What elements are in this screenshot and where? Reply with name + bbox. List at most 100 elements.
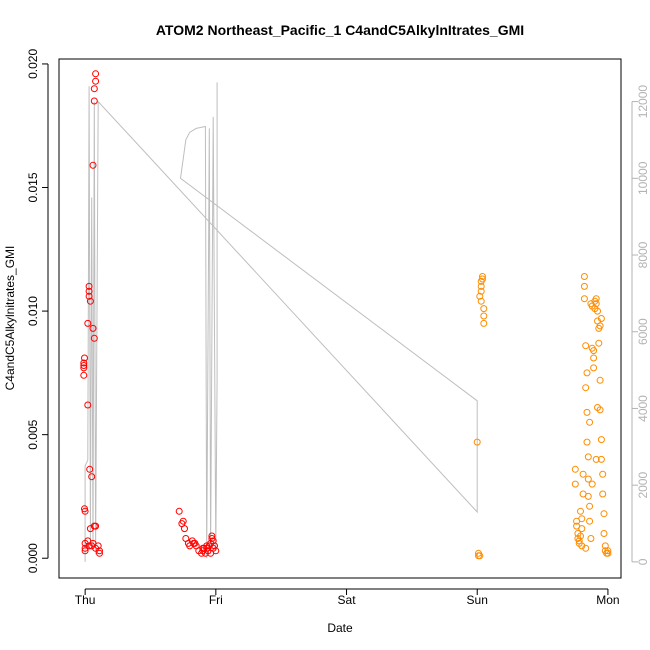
y-tick-label: 0.010 <box>26 296 40 326</box>
orange-point <box>597 315 605 322</box>
orange-point <box>580 282 588 290</box>
orange-point <box>592 455 600 463</box>
x-tick-label: Mon <box>596 593 619 607</box>
red-point <box>175 507 183 515</box>
altitude-line <box>84 82 478 562</box>
red-point <box>81 547 89 555</box>
red-point <box>90 85 98 93</box>
orange-point <box>599 470 607 478</box>
orange-point <box>595 339 603 347</box>
orange-point <box>594 307 601 315</box>
red-point <box>209 537 217 545</box>
orange-point <box>604 547 612 555</box>
orange-point <box>578 525 586 533</box>
orange-point <box>596 376 604 384</box>
orange-point <box>586 418 594 426</box>
x-axis: Thu Fri Sat Sun Mon <box>75 588 620 607</box>
orange-point <box>600 530 608 537</box>
orange-point <box>580 273 588 280</box>
orange-point <box>594 404 601 411</box>
orange-point <box>473 438 481 446</box>
orange-point <box>596 322 604 330</box>
y2-tick-label: 12000 <box>636 85 650 119</box>
red-point <box>96 549 103 557</box>
orange-point <box>579 470 587 478</box>
red-point <box>90 334 98 342</box>
orange-point <box>583 408 591 416</box>
red-point <box>80 364 88 372</box>
red-point <box>84 401 92 409</box>
orange-point <box>578 515 586 523</box>
x-tick-label: Fri <box>209 593 223 607</box>
red-point <box>207 549 215 557</box>
red-point <box>203 542 211 550</box>
orange-point <box>477 297 485 305</box>
red-point <box>90 97 98 105</box>
red-point <box>92 70 100 78</box>
orange-point <box>583 369 591 377</box>
orange-point <box>592 295 600 303</box>
orange-point <box>577 532 584 540</box>
orange-point <box>582 342 590 350</box>
plot-frame <box>58 58 622 579</box>
red-point <box>85 292 93 300</box>
orange-point <box>583 438 591 446</box>
orange-point <box>476 552 484 560</box>
y-tick-label: 0.005 <box>26 419 40 449</box>
x-tick-label: Sun <box>467 593 488 607</box>
red-point <box>86 465 94 473</box>
orange-point <box>480 319 488 327</box>
orange-point <box>590 364 598 372</box>
orange-point <box>590 354 598 362</box>
red-point <box>81 354 88 362</box>
orange-point <box>592 300 600 308</box>
y2-tick-label: 6000 <box>636 318 650 345</box>
red-point <box>94 542 102 550</box>
orange-point <box>479 273 486 280</box>
orange-point <box>476 292 484 300</box>
red-point <box>211 542 218 550</box>
red-point <box>85 282 93 290</box>
orange-point <box>571 465 579 473</box>
red-point <box>89 161 97 169</box>
red-point <box>179 517 187 525</box>
orange-point <box>480 305 488 313</box>
points-layer <box>80 70 612 560</box>
red-point <box>88 473 96 481</box>
red-point <box>181 525 188 533</box>
orange-point <box>584 453 592 461</box>
y-tick-label: 0.000 <box>26 543 40 573</box>
orange-point <box>588 480 596 488</box>
red-point <box>86 297 94 305</box>
orange-point <box>604 549 612 557</box>
red-point <box>80 362 88 369</box>
orange-point <box>600 510 608 518</box>
red-point <box>92 77 100 85</box>
y-axis-label: C4andC5Alkylnitrates_GMI <box>3 246 17 391</box>
orange-point <box>599 490 607 498</box>
orange-point <box>584 475 592 483</box>
red-point <box>208 532 216 540</box>
red-point <box>80 359 88 367</box>
orange-point <box>586 502 594 510</box>
orange-point <box>582 544 590 552</box>
red-point <box>81 507 89 515</box>
x-axis-label: Date <box>327 621 353 635</box>
orange-point <box>477 287 485 295</box>
orange-point <box>580 295 588 303</box>
x-tick-label: Thu <box>75 593 96 607</box>
orange-point <box>582 384 590 392</box>
orange-point <box>584 492 592 500</box>
red-point <box>89 324 97 332</box>
orange-point <box>597 455 605 463</box>
y2-tick-label: 10000 <box>636 161 650 195</box>
y-axis-left: 0.000 0.005 0.010 0.015 0.020 <box>26 49 49 573</box>
orange-point <box>586 517 594 525</box>
orange-point <box>587 535 595 542</box>
y2-tick-label: 4000 <box>636 395 650 422</box>
y2-tick-label: 2000 <box>636 472 650 499</box>
altitude-line-layer <box>84 82 478 562</box>
orange-point <box>480 312 488 320</box>
y-axis-right: 0 2000 4000 6000 8000 10000 12000 <box>631 85 650 565</box>
